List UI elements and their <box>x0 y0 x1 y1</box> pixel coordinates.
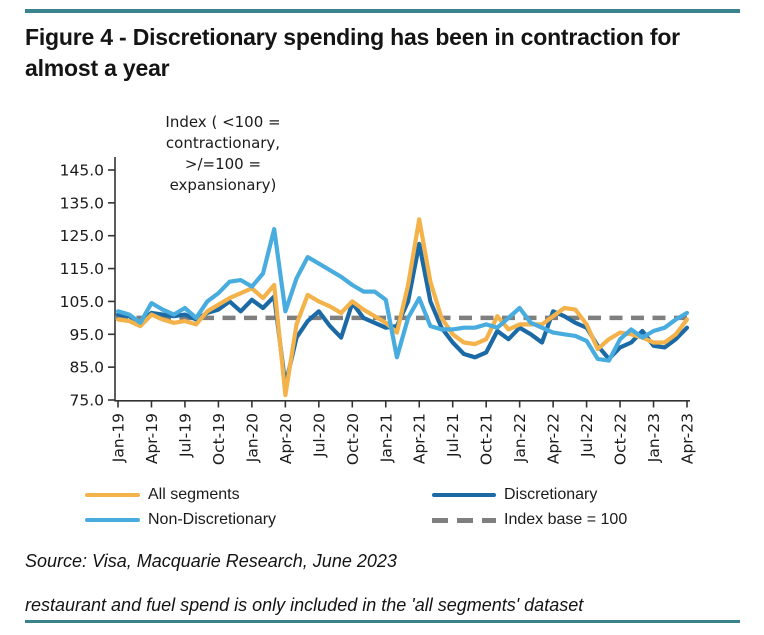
svg-text:Oct-21: Oct-21 <box>478 413 496 465</box>
svg-text:Apr-19: Apr-19 <box>143 413 161 464</box>
line-chart: 75.0 85.0 95.0 105.0 115.0 125.0 135.0 145.0 Jan… <box>60 157 697 465</box>
svg-text:Apr-23: Apr-23 <box>679 413 697 464</box>
footnote-line: restaurant and fuel spend is only includ… <box>25 595 584 615</box>
svg-text:145.0: 145.0 <box>60 162 104 180</box>
svg-text:95.0: 95.0 <box>69 326 104 344</box>
svg-text:Apr-22: Apr-22 <box>545 413 563 464</box>
legend-item-non-discretionary: Non-Discretionary <box>85 509 276 531</box>
legend-item-index-base: Index base = 100 <box>432 509 627 531</box>
legend-label: Index base = 100 <box>504 511 628 528</box>
discretionary-line-swatch <box>432 492 496 498</box>
legend-item-all-segments: All segments <box>85 484 240 506</box>
source-line: Source: Visa, Macquarie Research, June 2… <box>25 551 397 571</box>
svg-text:Jan-23: Jan-23 <box>645 413 663 463</box>
svg-text:Jul-19: Jul-19 <box>176 413 194 458</box>
top-divider <box>25 9 740 13</box>
all-segments-line-swatch <box>85 492 140 498</box>
svg-text:Jan-21: Jan-21 <box>377 413 395 463</box>
legend-label: All segments <box>148 486 240 503</box>
legend-label: Discretionary <box>504 486 598 503</box>
svg-text:135.0: 135.0 <box>60 194 104 212</box>
svg-text:75.0: 75.0 <box>69 392 104 410</box>
svg-text:Apr-21: Apr-21 <box>411 413 429 464</box>
svg-text:Oct-22: Oct-22 <box>612 413 630 465</box>
svg-text:Oct-20: Oct-20 <box>344 413 362 465</box>
svg-text:Jul-20: Jul-20 <box>310 413 328 458</box>
bottom-divider <box>25 620 740 623</box>
legend-item-discretionary: Discretionary <box>432 484 597 506</box>
svg-text:125.0: 125.0 <box>60 227 104 245</box>
index-annotation: Index ( <100 = contractionary, >/=100 = … <box>165 113 281 194</box>
svg-text:85.0: 85.0 <box>69 359 104 377</box>
index-base-dashed-swatch <box>432 517 496 523</box>
svg-text:115.0: 115.0 <box>60 260 104 278</box>
svg-text:Jul-22: Jul-22 <box>578 413 596 458</box>
svg-text:Jul-21: Jul-21 <box>444 413 462 458</box>
non-discretionary-line-swatch <box>85 517 140 523</box>
svg-text:Jan-20: Jan-20 <box>243 413 261 463</box>
figure-title: Figure 4 - Discretionary spending has be… <box>25 24 680 81</box>
svg-text:Oct-19: Oct-19 <box>210 413 228 465</box>
svg-text:105.0: 105.0 <box>60 293 104 311</box>
svg-text:Apr-20: Apr-20 <box>277 413 295 464</box>
svg-text:Jan-22: Jan-22 <box>511 413 529 463</box>
legend-label: Non-Discretionary <box>148 511 277 528</box>
svg-text:Jan-19: Jan-19 <box>110 413 128 463</box>
